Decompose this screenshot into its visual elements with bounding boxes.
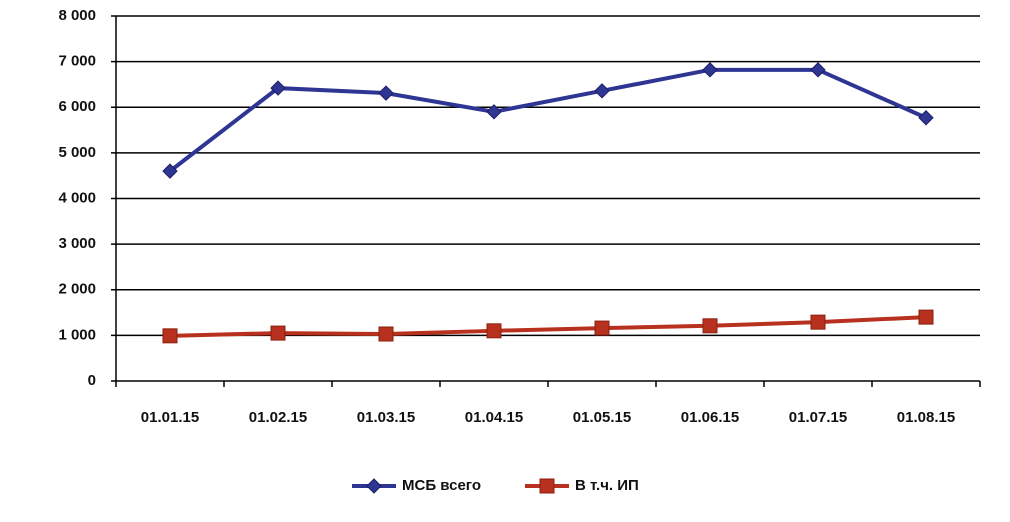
point-marker (810, 314, 826, 330)
y-tick-label: 3 000 (58, 235, 96, 252)
y-tick-label: 4 000 (58, 189, 96, 206)
legend-marker (539, 478, 555, 494)
series-line (169, 315, 927, 338)
point-marker (486, 323, 502, 339)
point-marker (594, 83, 610, 99)
point-marker (162, 163, 178, 179)
point-marker (378, 85, 394, 101)
legend-marker (366, 478, 382, 494)
x-tick-label: 01.05.15 (573, 409, 631, 426)
x-tick-label: 01.08.15 (897, 409, 955, 426)
y-tick-label: 8 000 (58, 7, 96, 24)
point-marker (378, 326, 394, 342)
y-tick-label: 6 000 (58, 98, 96, 115)
point-marker (162, 328, 178, 344)
y-tick-label: 1 000 (58, 326, 96, 343)
point-marker (486, 104, 502, 120)
point-marker (702, 62, 718, 78)
legend-label: В т.ч. ИП (575, 477, 639, 494)
y-tick-label: 0 (88, 372, 96, 389)
point-marker (270, 80, 286, 96)
y-tick-label: 2 000 (58, 281, 96, 298)
series-line (168, 67, 927, 173)
x-tick-label: 01.07.15 (789, 409, 847, 426)
x-tick-label: 01.04.15 (465, 409, 523, 426)
y-tick-label: 5 000 (58, 144, 96, 161)
point-marker (702, 318, 718, 334)
legend-label: МСБ всего (402, 477, 481, 494)
point-marker (594, 320, 610, 336)
point-marker (810, 62, 826, 78)
x-tick-label: 01.03.15 (357, 409, 415, 426)
point-marker (270, 325, 286, 341)
x-tick-label: 01.02.15 (249, 409, 307, 426)
point-marker (918, 110, 934, 126)
x-tick-label: 01.06.15 (681, 409, 739, 426)
y-tick-label: 7 000 (58, 53, 96, 70)
point-marker (918, 309, 934, 325)
x-tick-label: 01.01.15 (141, 409, 199, 426)
